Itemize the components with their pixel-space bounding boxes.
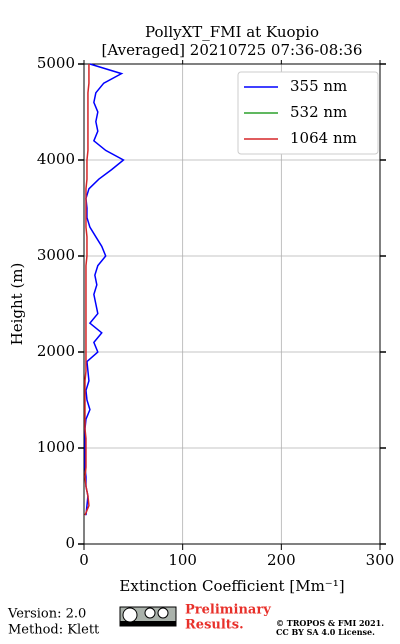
x-axis-label: Extinction Coefficient [Mm⁻¹] — [119, 577, 344, 595]
legend-label: 355 nm — [290, 77, 347, 95]
chart-subtitle: [Averaged] 20210725 07:36-08:36 — [102, 41, 363, 59]
profile-line — [84, 63, 125, 516]
x-tick-label: 100 — [168, 551, 197, 569]
preliminary-text: Results. — [185, 618, 244, 633]
y-tick-label: 5000 — [37, 54, 75, 72]
y-tick-label: 0 — [65, 534, 75, 552]
method: Method: Klett — [8, 623, 100, 638]
x-tick-label: 200 — [267, 551, 296, 569]
cc-logo — [119, 606, 177, 627]
license: © TROPOS & FMI 2021. — [276, 618, 384, 628]
y-axis-label: Height (m) — [8, 263, 26, 346]
preliminary-text: Preliminary — [185, 603, 271, 618]
y-tick-label: 1000 — [37, 438, 75, 456]
version: Version: 2.0 — [7, 607, 86, 622]
chart-title: PollyXT_FMI at Kuopio — [145, 23, 319, 41]
x-tick-label: 0 — [79, 551, 89, 569]
y-tick-label: 3000 — [37, 246, 75, 264]
x-tick-label: 300 — [366, 551, 395, 569]
y-tick-label: 4000 — [37, 150, 75, 168]
y-tick-label: 2000 — [37, 342, 75, 360]
profile-line — [84, 64, 90, 516]
legend-box — [237, 71, 379, 155]
plot-frame — [83, 63, 381, 545]
legend-label: 532 nm — [290, 103, 347, 121]
license: CC BY SA 4.0 License. — [276, 627, 375, 637]
legend-label: 1064 nm — [290, 129, 357, 147]
